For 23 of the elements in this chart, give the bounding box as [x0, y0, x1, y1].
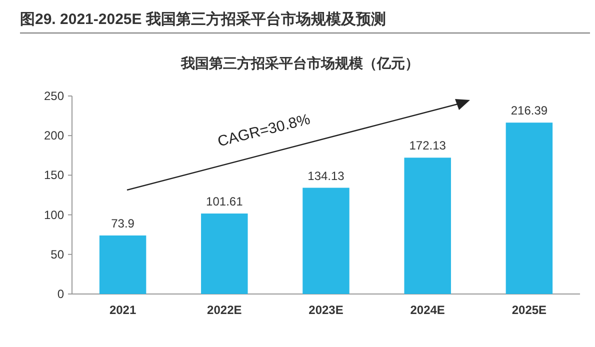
bar [99, 235, 146, 294]
y-tick-label: 150 [44, 168, 64, 182]
x-tick-label: 2025E [512, 303, 547, 317]
y-tick-label: 250 [44, 89, 64, 103]
y-tick-label: 200 [44, 128, 64, 143]
x-tick-label: 2021 [109, 303, 136, 317]
x-tick-label: 2024E [410, 303, 445, 317]
y-tick-label: 50 [50, 247, 64, 262]
bar [506, 122, 553, 294]
y-tick-label: 0 [57, 287, 64, 301]
x-tick-label: 2023E [308, 303, 344, 317]
bar [404, 158, 451, 294]
data-label: 73.9 [111, 216, 135, 230]
data-label: 216.39 [510, 104, 548, 118]
bar [302, 188, 350, 294]
data-label: 172.13 [409, 138, 446, 153]
chart-title: 图29. 2021-2025E 我国第三方招采平台市场规模及预测 [20, 10, 386, 28]
data-label: 134.13 [308, 168, 345, 183]
chart-subtitle: 我国第三方招采平台市场规模（亿元） [180, 55, 419, 71]
data-label: 101.61 [206, 194, 244, 209]
y-tick-label: 100 [44, 208, 64, 222]
bar [201, 214, 248, 294]
x-tick-label: 2022E [207, 303, 242, 317]
